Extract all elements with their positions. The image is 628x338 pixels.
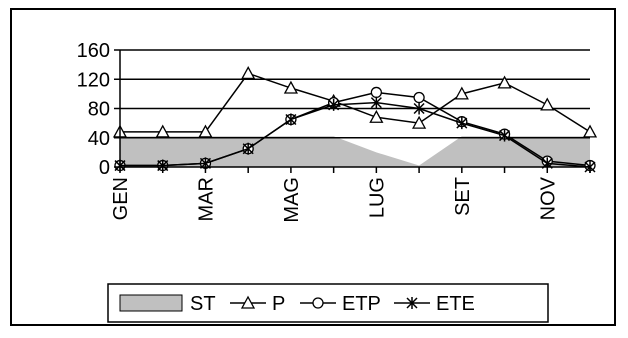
series-p-point-6	[369, 109, 384, 123]
series-ete-point-8	[456, 117, 468, 130]
series-ete-point-5	[328, 98, 340, 111]
y-tick-label-40: 40	[88, 128, 110, 150]
y-tick-label-160: 160	[77, 40, 110, 62]
legend-marker-etp	[312, 297, 324, 309]
series-ete-point-9	[499, 129, 511, 142]
legend: ST P ETP ETE	[107, 283, 549, 323]
series-p-point-11	[582, 124, 598, 138]
series-ete-point-7	[413, 102, 425, 115]
x-tick-label-lug: LUG	[366, 177, 388, 218]
series-p-point-4	[283, 80, 299, 94]
x-tick-label-mar: MAR	[195, 177, 217, 221]
series-ete-line	[120, 101, 591, 168]
series-p-point-3	[241, 66, 256, 80]
legend-label-st: ST	[190, 293, 216, 315]
series-ete-point-4	[285, 113, 297, 126]
legend-label-ete: ETE	[436, 293, 475, 315]
legend-label-etp: ETP	[342, 293, 381, 315]
legend-swatch-st	[119, 294, 183, 312]
series-p-point-2	[198, 124, 213, 138]
legend-marker-p	[240, 295, 256, 309]
x-axis: GEN MAR MAG LUG SET NOV	[110, 166, 591, 223]
y-axis: 0 40 80 120 160	[77, 40, 121, 179]
legend-label-p: P	[272, 293, 285, 315]
series-p-point-7	[411, 115, 427, 129]
legend-marker-ete	[406, 297, 418, 309]
y-tick-label-0: 0	[99, 157, 110, 179]
series-p-point-1	[155, 124, 170, 138]
series-st-area	[120, 136, 590, 167]
series-etp-point-6	[370, 86, 383, 99]
y-tick-label-80: 80	[88, 99, 110, 121]
series-p-line	[120, 72, 591, 133]
y-tick-label-120: 120	[77, 69, 110, 91]
series-etp-point-7	[413, 91, 425, 104]
series-ete-point-3	[242, 142, 254, 155]
x-tick-label-set: SET	[452, 177, 474, 216]
series-p-point-9	[497, 75, 512, 89]
chart-svg: 0 40 80 120 160 GEN MAR MAG LUG SET NOV ST P ETP ETE	[77, 40, 598, 323]
x-tick-label-mag: MAG	[281, 177, 303, 223]
plot-area	[112, 49, 598, 173]
x-tick-label-nov: NOV	[537, 176, 559, 220]
series-p-point-10	[540, 97, 555, 111]
series-ete-point-6	[370, 96, 382, 109]
x-tick-label-gen: GEN	[110, 177, 132, 220]
chart-frame: 0 40 80 120 160 GEN MAR MAG LUG SET NOV ST P ETP ETE	[10, 8, 616, 326]
series-p-point-8	[454, 86, 469, 100]
